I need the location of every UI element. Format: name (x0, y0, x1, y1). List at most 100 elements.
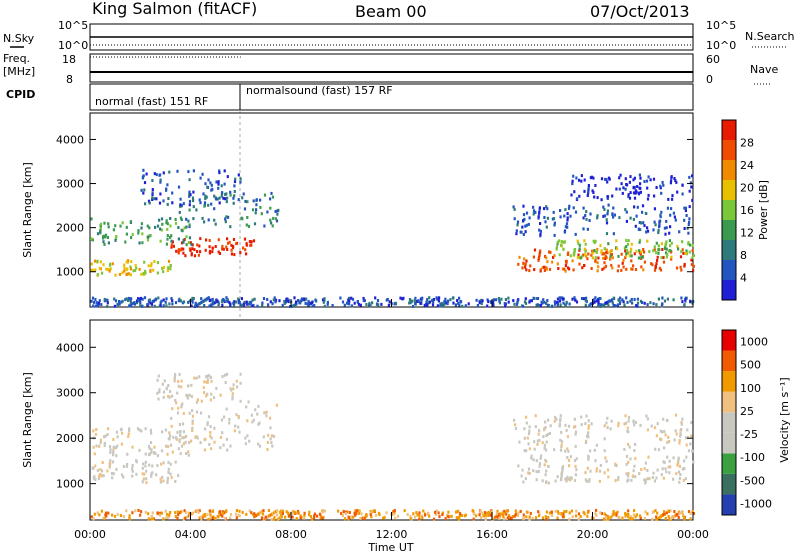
power-echo-cell (665, 240, 668, 244)
power-echo-cell (521, 225, 524, 229)
velocity-echo-cell (687, 510, 691, 514)
power-echo-cell (639, 176, 642, 180)
velocity-echo-cell (205, 375, 208, 379)
power-echo-cell (497, 297, 500, 300)
power-echo-cell (180, 228, 183, 232)
power-echo-cell (293, 296, 296, 300)
power-echo-cell (575, 197, 579, 201)
power-echo-cell (165, 221, 168, 225)
velocity-echo-cell (219, 513, 222, 517)
power-echo-cell (670, 257, 673, 261)
velocity-echo-cell (603, 512, 606, 516)
velocity-echo-cell (359, 516, 362, 520)
velocity-echo-cell (594, 512, 597, 516)
velocity-echo-cell (209, 511, 212, 515)
velocity-echo-cell (186, 515, 189, 518)
power-echo-cell (143, 260, 146, 264)
power-echo-cell (609, 252, 612, 256)
power-echo-cell (580, 255, 583, 259)
power-echo-cell (222, 196, 225, 200)
power-echo-cell (276, 209, 279, 213)
power-echo-cell (546, 207, 549, 211)
velocity-echo-cell (295, 517, 298, 520)
power-echo-cell (134, 264, 137, 268)
power-echo-cell (545, 225, 548, 229)
power-echo-cell (564, 259, 568, 263)
power-echo-cell (305, 297, 308, 301)
power-echo-cell (170, 245, 173, 249)
power-echo-cell (661, 296, 664, 300)
velocity-echo-cell (155, 473, 158, 477)
power-echo-cell (541, 266, 544, 270)
power-echo-cell (659, 215, 662, 219)
velocity-echo-cell (498, 513, 501, 517)
power-echo-cell (553, 300, 556, 304)
power-echo-cell (179, 299, 182, 303)
velocity-echo-cell (678, 441, 681, 445)
velocity-echo-cell (144, 452, 147, 456)
velocity-echo-cell (685, 443, 688, 447)
power-echo-cell (627, 193, 630, 197)
velocity-echo-cell (667, 435, 670, 439)
velocity-echo-cell (385, 511, 388, 515)
power-echo-cell (548, 267, 552, 271)
velocity-echo-cell (665, 418, 669, 422)
power-echo-cell (639, 190, 642, 194)
power-echo-cell (91, 269, 95, 273)
power-echo-cell (252, 199, 255, 203)
velocity-echo-cell (244, 436, 247, 440)
velocity-echo-cell (337, 509, 340, 513)
velocity-echo-cell (625, 454, 629, 458)
power-echo-cell (652, 249, 655, 253)
power-echo-cell (602, 256, 605, 260)
power-echo-cell (191, 243, 194, 247)
velocity-echo-cell (90, 515, 93, 519)
power-echo-cell (232, 301, 235, 305)
velocity-echo-cell (672, 477, 675, 481)
velocity-echo-cell (340, 512, 343, 516)
power-echo-cell (420, 298, 423, 302)
velocity-echo-cell (224, 516, 227, 520)
velocity-echo-cell (122, 475, 125, 479)
velocity-echo-cell (535, 516, 538, 520)
power-echo-cell (199, 250, 202, 254)
velocity-echo-cell (221, 514, 224, 518)
power-echo-cell (131, 233, 134, 237)
power-echo-cell (300, 297, 303, 301)
power-echo-cell (196, 303, 199, 307)
power-echo-cell (285, 297, 288, 301)
power-echo-cell (538, 304, 541, 307)
power-echo-cell (646, 186, 649, 190)
velocity-echo-cell (547, 481, 550, 485)
velocity-echo-cell (618, 515, 621, 519)
velocity-echo-cell (667, 515, 670, 519)
beam-title: Beam 00 (355, 2, 427, 21)
power-echo-cell (148, 226, 151, 230)
power-echo-cell (638, 221, 641, 224)
velocity-echo-cell (567, 449, 570, 453)
power-echo-cell (630, 254, 633, 258)
power-echo-cell (619, 300, 622, 304)
velocity-echo-cell (165, 444, 168, 448)
power-echo-cell (633, 185, 636, 189)
velocity-echo-cell (239, 399, 242, 403)
power-echo-cell (177, 185, 181, 189)
power-echo-cell (606, 197, 609, 200)
power-echo-cell (269, 218, 272, 222)
velocity-echo-cell (528, 447, 531, 451)
power-echo-cell (647, 193, 650, 197)
power-echo-cell (90, 299, 93, 303)
velocity-echo-cell (639, 516, 642, 520)
power-echo-cell (214, 245, 217, 248)
velocity-echo-cell (167, 467, 170, 471)
power-echo-cell (594, 184, 597, 187)
power-echo-cell (218, 171, 221, 175)
velocity-echo-cell (537, 469, 540, 473)
velocity-echo-cell (267, 509, 270, 512)
power-echo-cell (504, 304, 507, 308)
power-echo-cell (104, 233, 108, 237)
power-echo-cell (362, 299, 365, 303)
power-echo-cell (253, 297, 256, 301)
power-echo-cell (100, 222, 103, 226)
velocity-echo-cell (144, 460, 147, 464)
